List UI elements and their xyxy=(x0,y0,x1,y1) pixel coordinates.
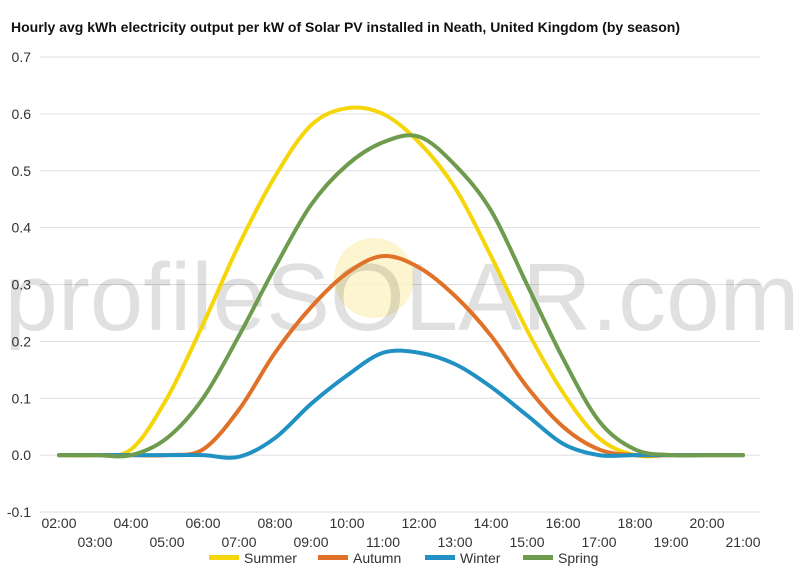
watermark: profileSOLAR.com xyxy=(5,238,800,351)
x-tick-label: 11:00 xyxy=(366,534,400,550)
x-tick-label: 18:00 xyxy=(617,515,652,531)
x-tick-label: 08:00 xyxy=(257,515,292,531)
x-tick-label: 06:00 xyxy=(185,515,220,531)
x-tick-label: 17:00 xyxy=(581,534,616,550)
legend-swatch-summer xyxy=(209,555,239,560)
series-line-winter xyxy=(57,348,745,460)
y-tick-label: 0.4 xyxy=(12,220,32,236)
legend-swatch-winter xyxy=(425,555,455,560)
legend-label-autumn: Autumn xyxy=(353,550,401,566)
y-tick-label: 0.3 xyxy=(12,277,32,293)
x-tick-label: 02:00 xyxy=(41,515,76,531)
x-tick-label: 09:00 xyxy=(293,534,328,550)
y-tick-label: 0.1 xyxy=(12,390,32,406)
legend-label-winter: Winter xyxy=(460,550,501,566)
x-tick-label: 07:00 xyxy=(221,534,256,550)
y-tick-label: 0.5 xyxy=(12,163,32,179)
y-axis-ticks: -0.1 0.0 0.1 0.2 0.3 0.4 0.5 0.6 0.7 xyxy=(7,49,31,520)
x-tick-label: 05:00 xyxy=(149,534,184,550)
x-tick-label: 20:00 xyxy=(689,515,724,531)
legend-swatch-autumn xyxy=(318,555,348,560)
y-tick-label: 0.0 xyxy=(12,447,32,463)
legend-label-summer: Summer xyxy=(244,550,297,566)
x-tick-label: 21:00 xyxy=(725,534,760,550)
y-tick-label: 0.7 xyxy=(12,49,32,65)
y-tick-label: 0.2 xyxy=(12,333,32,349)
x-tick-label: 19:00 xyxy=(653,534,688,550)
legend: Summer Autumn Winter Spring xyxy=(209,550,598,566)
series-lines xyxy=(57,105,745,460)
x-tick-label: 03:00 xyxy=(77,534,112,550)
legend-swatch-spring xyxy=(523,555,553,560)
x-axis-ticks: 02:0003:0004:0005:0006:0007:0008:0009:00… xyxy=(41,515,760,550)
series-line-spring xyxy=(57,133,745,459)
x-tick-label: 15:00 xyxy=(509,534,544,550)
y-tick-label: 0.6 xyxy=(12,106,32,122)
x-tick-label: 10:00 xyxy=(329,515,364,531)
x-tick-label: 04:00 xyxy=(113,515,148,531)
chart-title: Hourly avg kWh electricity output per kW… xyxy=(11,19,680,35)
y-tick-label: -0.1 xyxy=(7,504,31,520)
legend-label-spring: Spring xyxy=(558,550,598,566)
x-tick-label: 14:00 xyxy=(473,515,508,531)
watermark-text: profileSOLAR.com xyxy=(5,244,800,351)
x-tick-label: 12:00 xyxy=(401,515,436,531)
x-tick-label: 13:00 xyxy=(437,534,472,550)
x-tick-label: 16:00 xyxy=(545,515,580,531)
